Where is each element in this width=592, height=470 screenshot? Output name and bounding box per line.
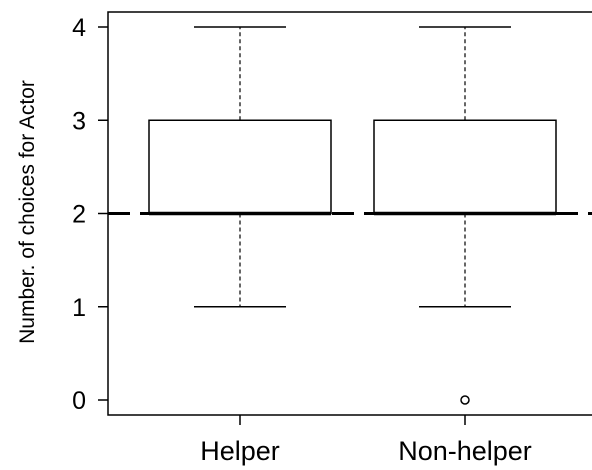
- boxes: [148, 26, 557, 405]
- y-axis: 0 1 2 3 4: [72, 14, 108, 415]
- y-tick-label: 3: [72, 107, 86, 135]
- box-non-helper: [373, 26, 557, 405]
- x-tick-label: Helper: [200, 436, 280, 466]
- outlier-point: [460, 395, 470, 405]
- y-tick-label: 2: [72, 201, 86, 229]
- iqr-box: [373, 119, 557, 215]
- y-tick-label: 1: [72, 294, 86, 322]
- y-axis-title: Number. of choices for Actor: [16, 80, 39, 344]
- y-tick-label: 0: [72, 387, 86, 415]
- box-helper: [148, 26, 332, 308]
- y-tick-label: 4: [72, 14, 86, 42]
- iqr-box: [148, 119, 332, 215]
- x-tick-label: Non-helper: [398, 436, 532, 466]
- x-axis: Helper Non-helper: [200, 415, 532, 466]
